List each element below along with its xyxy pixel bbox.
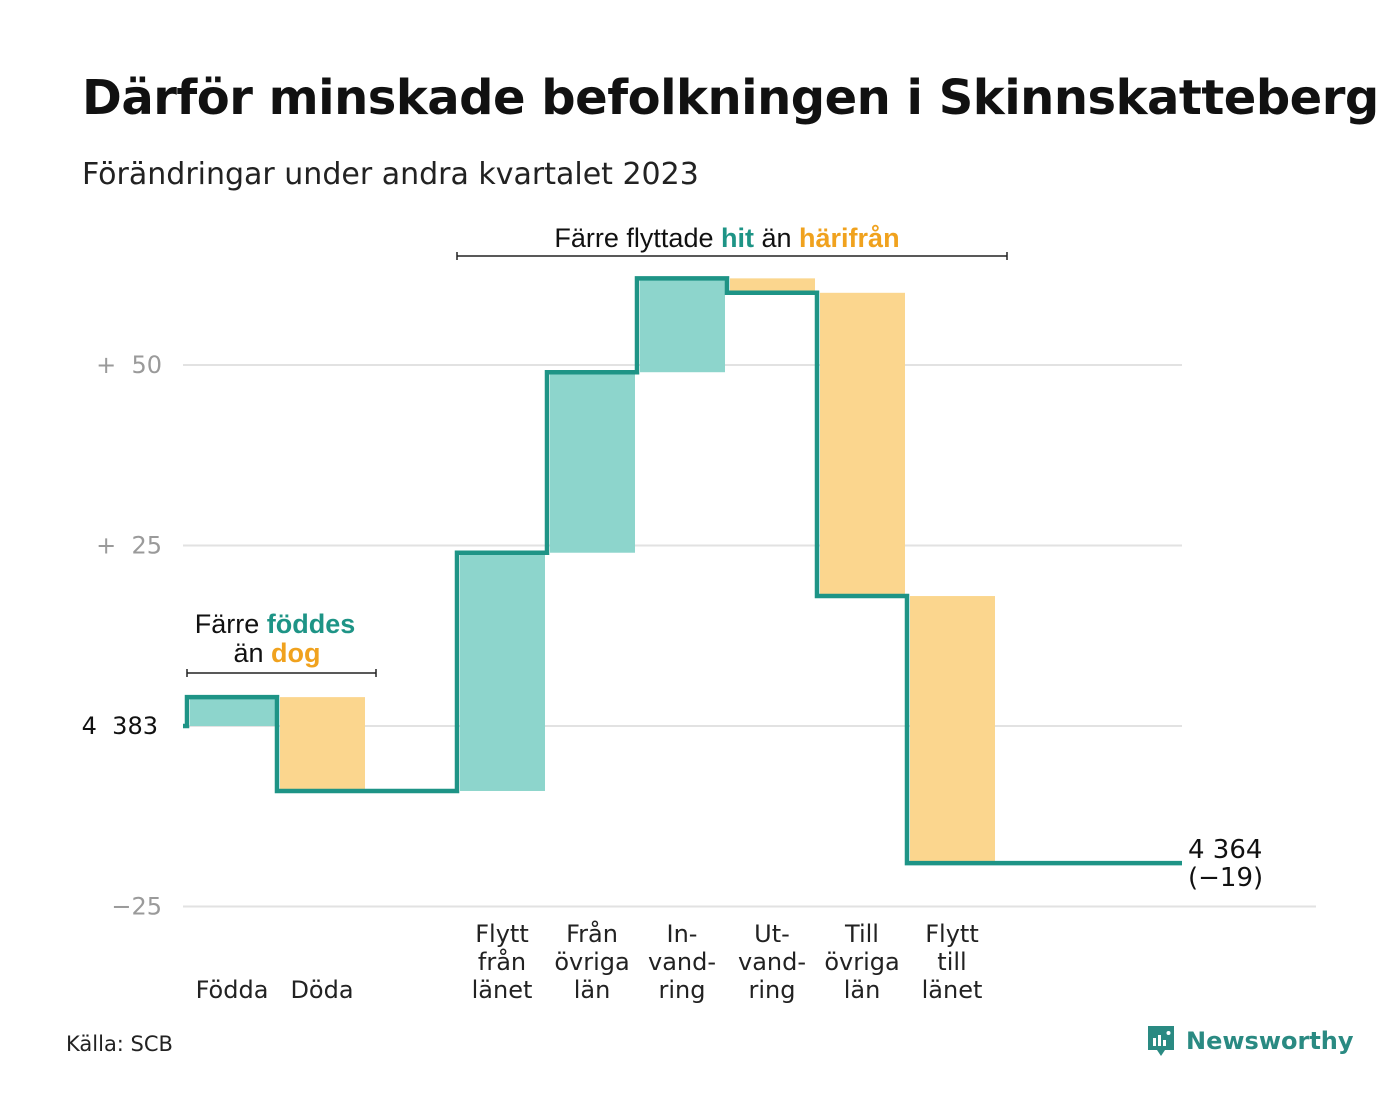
end-change-label: (−19) <box>1188 863 1263 893</box>
chart-title: Därför minskade befolkningen i Skinnskat… <box>82 70 1379 126</box>
category-label: länet <box>472 976 533 1004</box>
category-label: övriga <box>554 948 629 976</box>
category-label: Flytt <box>475 920 529 948</box>
brand-name: Newsworthy <box>1186 1027 1354 1055</box>
category-label: ring <box>659 976 706 1004</box>
category-label: vand- <box>648 948 716 976</box>
bar-outflow <box>820 292 905 597</box>
y-tick-label: 4 383 <box>82 712 158 740</box>
category-label: Ut- <box>754 920 790 948</box>
annotation-word: än <box>233 638 263 668</box>
y-tick-label: + 25 <box>96 532 162 560</box>
step-line-group <box>183 276 1182 866</box>
category-label: övriga <box>824 948 899 976</box>
category-label: län <box>574 976 611 1004</box>
annotation-word: föddes <box>259 609 355 639</box>
bar-inflow <box>550 372 635 553</box>
source-note: Källa: SCB <box>66 1032 173 1056</box>
bar-inflow <box>190 697 275 726</box>
annotation-word: dog <box>264 638 321 668</box>
category-label: till <box>937 948 966 976</box>
category-label: från <box>478 947 526 976</box>
end-value-labels: 4 364(−19) <box>1188 835 1263 893</box>
bar-inflow <box>640 278 725 373</box>
category-label: Till <box>844 920 879 948</box>
bar-outflow <box>280 697 365 791</box>
end-value-label: 4 364 <box>1188 835 1262 865</box>
bar-outflow <box>910 596 995 864</box>
category-label: Flytt <box>925 920 979 948</box>
category-label: län <box>844 976 881 1004</box>
bars <box>190 278 995 864</box>
category-labels: Födda DödaFlyttfrånlänetFrånövrigalänIn-v… <box>196 919 983 1004</box>
annotation-word: Färre flyttade <box>554 223 713 253</box>
brand-logo: Newsworthy <box>1146 1024 1354 1058</box>
annotation-word: Färre <box>195 609 260 639</box>
annotation-word: än <box>754 223 792 253</box>
category-label: vand- <box>738 948 806 976</box>
y-tick-label: −25 <box>111 893 162 921</box>
newsworthy-logo-icon <box>1148 1026 1174 1056</box>
y-tick-label: + 50 <box>96 351 162 379</box>
step-line <box>183 276 1182 866</box>
category-label: In- <box>667 920 698 948</box>
category-label: Från <box>566 919 618 948</box>
category-label: Döda <box>290 976 353 1004</box>
annotation-word: härifrån <box>792 223 900 253</box>
annotation-births-line2: än dog <box>233 638 320 668</box>
category-label: länet <box>922 976 983 1004</box>
y-axis-ticks: + 50 + 25 4 383 −25 <box>82 351 162 921</box>
annotation-migration: Färre flyttade hit än härifrån <box>554 223 899 253</box>
category-label: Födda <box>196 976 269 1004</box>
bar-inflow <box>460 552 545 791</box>
bar-outflow <box>730 278 815 293</box>
annotation-births-line1: Färre föddes <box>195 609 356 639</box>
annotation-word: hit <box>713 223 754 253</box>
category-label: ring <box>749 976 796 1004</box>
chart-subtitle: Förändringar under andra kvartalet 2023 <box>82 157 699 192</box>
